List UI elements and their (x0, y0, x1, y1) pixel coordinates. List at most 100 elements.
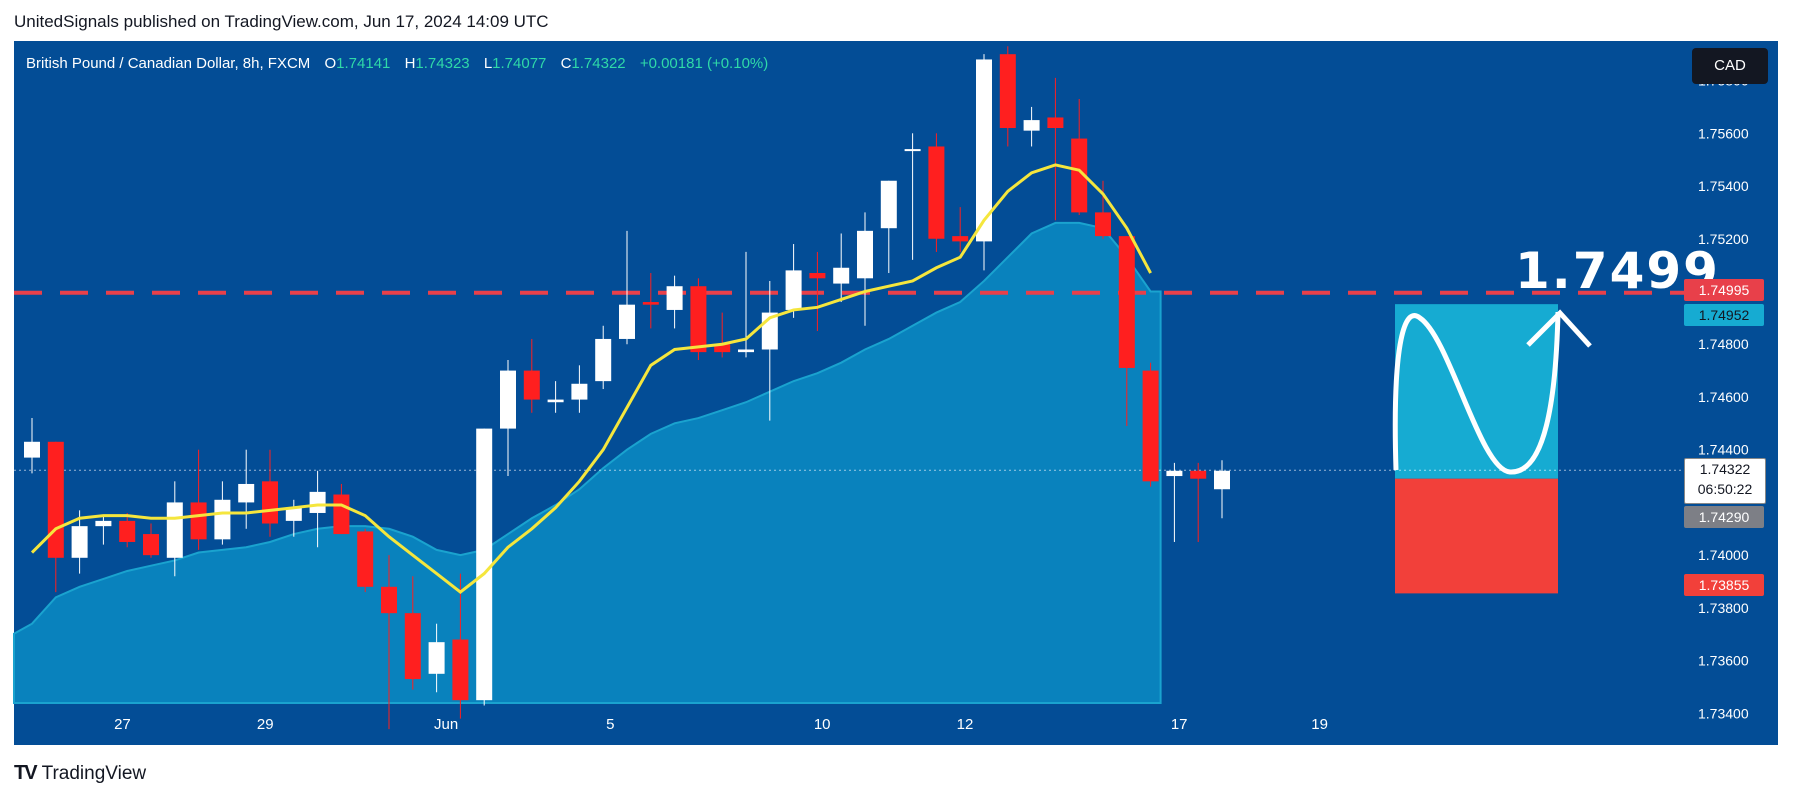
y-tick-label: 1.74400 (1698, 442, 1749, 458)
candle (642, 273, 659, 329)
x-tick-label: 27 (114, 716, 131, 733)
candle-body (785, 270, 802, 310)
tradingview-footer[interactable]: TV TradingView (14, 762, 146, 785)
candle (95, 515, 112, 545)
candle (309, 470, 326, 548)
last-price-value: 1.74322 (1699, 461, 1751, 477)
candle (666, 275, 683, 329)
candle-body (1071, 138, 1088, 213)
candle (1190, 462, 1207, 542)
candle-body (952, 236, 969, 242)
candle-body (357, 531, 374, 587)
candle (952, 207, 969, 252)
candle (619, 230, 635, 345)
y-tick-label: 1.75600 (1698, 125, 1749, 141)
tradingview-logo: TV (14, 762, 38, 784)
candle-body (976, 59, 992, 242)
candle-body (571, 383, 588, 400)
candle-body (833, 267, 850, 284)
close-label: C (560, 55, 572, 72)
candle-body (333, 494, 350, 535)
x-tick-label: 10 (814, 716, 831, 733)
candle (285, 499, 302, 537)
candle (143, 523, 159, 558)
low-value: 1.74077 (492, 55, 547, 72)
high-label: H (404, 55, 416, 72)
candle (238, 449, 255, 529)
x-tick-label: 29 (257, 716, 274, 733)
moving-average-line (30, 163, 1152, 594)
candle-body (500, 370, 516, 429)
candle (976, 54, 992, 271)
candle (547, 381, 564, 413)
change-value: +0.00181 (+0.10%) (639, 55, 769, 72)
open-value: 1.74141 (336, 55, 391, 72)
target-price-tag: 1.74995 (1684, 279, 1764, 301)
candle (119, 512, 136, 548)
candle (357, 528, 374, 593)
time-axis: 27 29 Jun 5 10 12 17 19 (114, 716, 1328, 733)
candle (24, 418, 40, 474)
candle-body (143, 534, 159, 556)
position-zones (1395, 304, 1558, 594)
x-tick-label: 19 (1311, 716, 1328, 733)
candle (262, 449, 278, 537)
candle-body (24, 441, 40, 458)
footer-brand: TradingView (41, 762, 147, 784)
candle-body (214, 499, 231, 540)
candle-body (190, 502, 207, 540)
candle-body (857, 230, 873, 279)
candle-body (1214, 470, 1230, 490)
candle (785, 244, 802, 318)
forecast-arrow-head (1526, 309, 1592, 348)
candle-body (595, 338, 612, 382)
y-tick-label: 1.74800 (1698, 336, 1749, 352)
candle-body (1047, 117, 1064, 129)
candle-body (309, 491, 326, 513)
candle-body (452, 639, 469, 701)
candle-body (71, 526, 88, 558)
take-profit-tag: 1.74952 (1684, 304, 1764, 326)
candle-body (1023, 120, 1040, 131)
entry-price-tag: 1.74290 (1684, 506, 1764, 528)
stop-loss-tag: 1.73855 (1684, 574, 1764, 596)
candle (166, 481, 183, 577)
candle-body (714, 344, 731, 353)
candle (1071, 99, 1088, 216)
last-price-tag: 1.74322 06:50:22 (1684, 458, 1766, 504)
candle (833, 233, 850, 303)
x-tick-label: Jun (434, 716, 458, 733)
candles-layer (24, 46, 1230, 730)
candle-body (690, 286, 707, 353)
candle-body (238, 483, 255, 503)
stop-loss-zone (1395, 478, 1558, 594)
candle (857, 212, 873, 326)
candle-body (999, 54, 1016, 129)
candle-body (619, 304, 635, 339)
close-value: 1.74322 (571, 55, 626, 72)
y-tick-label: 1.73600 (1698, 653, 1749, 669)
y-tick-label: 1.74600 (1698, 389, 1749, 405)
candle (428, 623, 445, 693)
candle (1166, 462, 1183, 542)
candle-body (1118, 236, 1135, 368)
currency-button[interactable]: CAD (1692, 48, 1768, 84)
publisher-header: UnitedSignals published on TradingView.c… (14, 12, 549, 31)
y-tick-label: 1.75200 (1698, 231, 1749, 247)
candle-body (404, 613, 421, 680)
candle (904, 133, 921, 260)
high-value: 1.74323 (415, 55, 470, 72)
candle-body (642, 302, 659, 305)
candle-body (262, 481, 278, 524)
candle-body (1095, 212, 1111, 237)
x-tick-label: 17 (1171, 716, 1188, 733)
candle-body (1142, 370, 1159, 482)
candle (714, 312, 731, 358)
candle (381, 555, 397, 730)
candle-body (809, 273, 826, 279)
take-profit-zone (1395, 304, 1558, 479)
candle-body (666, 286, 683, 310)
symbol-label[interactable]: British Pound / Canadian Dollar, 8h, FXC… (26, 55, 311, 72)
candle-body (880, 180, 897, 229)
